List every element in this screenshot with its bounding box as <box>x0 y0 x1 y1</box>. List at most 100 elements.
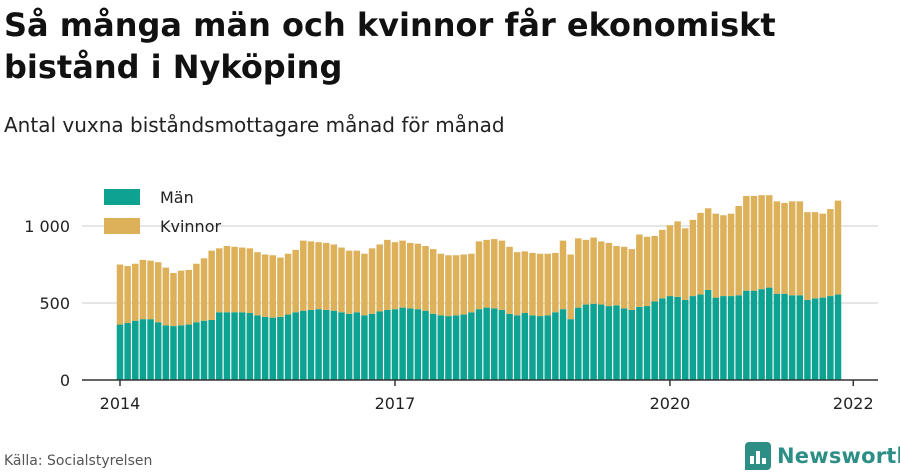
bar-men <box>193 322 200 380</box>
bar-women <box>804 212 811 300</box>
bar-women <box>529 252 536 316</box>
bar-men <box>636 306 643 380</box>
bar-women <box>132 263 139 321</box>
bar-men <box>506 313 513 380</box>
source-note: Källa: Socialstyrelsen <box>4 453 153 469</box>
bar-women <box>277 257 284 317</box>
bar-men <box>773 293 781 380</box>
bar-women <box>391 242 399 310</box>
bar-men <box>391 309 399 380</box>
axes: 0 500 1 000 2014 2017 2020 2022 <box>24 217 878 413</box>
bar-women <box>651 236 658 302</box>
bar-women <box>689 219 697 297</box>
bar-men <box>521 313 529 380</box>
bar-women <box>666 225 674 297</box>
bar-women <box>407 242 414 309</box>
bar-women <box>704 208 712 290</box>
bar-women <box>445 255 452 317</box>
bar-men <box>819 297 826 380</box>
bar-women <box>758 195 765 290</box>
bar-men <box>452 315 460 380</box>
bar-women <box>162 267 170 326</box>
bar-women <box>322 242 330 310</box>
bar-women <box>506 246 513 314</box>
bar-men <box>445 316 452 380</box>
bar-men <box>590 303 597 380</box>
legend-swatch-women <box>104 218 140 234</box>
bar-men <box>659 298 666 380</box>
bar-men <box>552 312 559 380</box>
bar-women <box>781 202 788 294</box>
bar-men <box>208 319 215 380</box>
bar-women <box>766 195 773 288</box>
bar-men <box>292 312 299 380</box>
bar-men <box>468 312 475 380</box>
bar-men <box>811 298 819 380</box>
bar-women <box>643 236 651 307</box>
bar-men <box>697 294 704 380</box>
bar-men <box>460 314 467 380</box>
bar-men <box>712 297 720 380</box>
bar-men <box>185 324 192 380</box>
bar-women <box>452 255 460 316</box>
x-tick-label: 2022 <box>833 394 874 413</box>
bar-women <box>429 249 437 314</box>
bar-men <box>758 289 765 380</box>
bar-women <box>559 240 567 310</box>
bar-men <box>743 290 750 380</box>
bar-men <box>766 287 773 380</box>
bar-women <box>620 246 628 309</box>
bar-men <box>643 306 651 380</box>
bar-men <box>345 313 353 380</box>
bar-men <box>338 312 345 380</box>
bar-men <box>582 304 590 380</box>
bar-women <box>368 248 376 314</box>
bar-women <box>628 249 636 310</box>
bar-women <box>414 243 422 310</box>
bar-men <box>605 306 613 380</box>
bar-women <box>139 259 147 320</box>
bar-women <box>124 266 131 324</box>
bar-women <box>231 246 238 313</box>
bar-men <box>788 295 796 380</box>
bar-men <box>513 315 521 380</box>
bar-men <box>384 309 391 380</box>
bar-men <box>284 314 292 380</box>
bar-women <box>208 250 215 320</box>
bar-women <box>773 201 781 294</box>
bar-men <box>223 312 231 380</box>
y-tick-label: 500 <box>39 294 70 313</box>
bar-women <box>819 213 826 298</box>
bar-men <box>238 312 246 380</box>
bar-men <box>216 312 223 380</box>
bar-men <box>246 313 254 380</box>
bar-women <box>185 269 192 325</box>
bar-women <box>246 248 254 314</box>
bar-women <box>193 263 200 323</box>
bar-men <box>720 296 727 380</box>
bar-men <box>681 299 689 380</box>
bar-men <box>491 308 498 380</box>
bar-women <box>468 253 475 313</box>
bar-men <box>307 309 315 380</box>
bar-women <box>498 240 506 310</box>
bar-men <box>162 325 170 380</box>
bar-women <box>223 246 231 313</box>
bar-men <box>575 307 582 380</box>
bar-women <box>300 240 307 311</box>
bar-men <box>735 295 742 380</box>
bar-women <box>216 248 223 313</box>
bar-women <box>735 205 742 296</box>
x-tick-label: 2014 <box>100 394 141 413</box>
bar-women <box>254 252 261 316</box>
bar-women <box>827 209 834 297</box>
bar-women <box>200 258 208 321</box>
bar-women <box>483 239 490 308</box>
bar-chart-logo-icon <box>745 442 771 470</box>
bar-men <box>261 316 269 380</box>
bar-men <box>361 315 368 380</box>
bar-women <box>353 250 361 313</box>
bar-women <box>552 252 559 313</box>
bar-women <box>582 239 590 305</box>
